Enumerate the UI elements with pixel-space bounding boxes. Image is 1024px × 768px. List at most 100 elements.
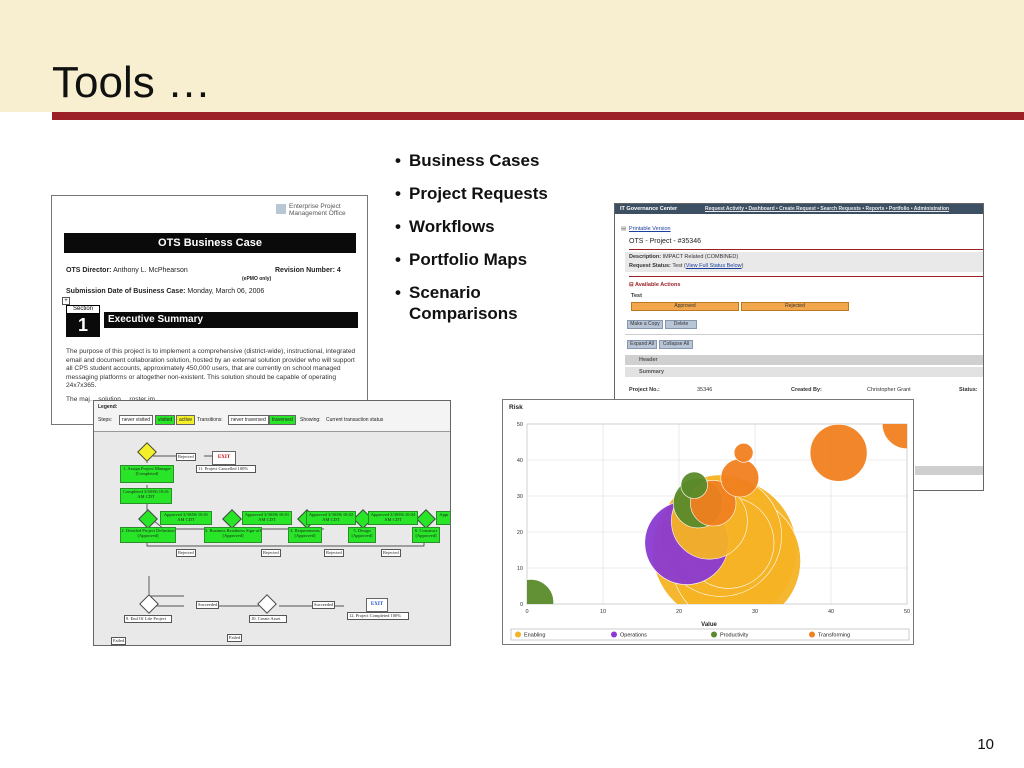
project-cancelled-node[interactable]: 11. Project Cancelled 100% xyxy=(196,465,256,473)
section-number: 1 xyxy=(77,315,88,335)
rejected-button[interactable]: Rejected xyxy=(741,302,849,311)
assign-manager-node[interactable]: 1. Assign Project Manager [Completed] xyxy=(120,465,174,483)
itg-top-links[interactable]: Request Activity • Dashboard • Create Re… xyxy=(705,206,950,212)
active-chip: active xyxy=(176,415,196,425)
created-by-label: Created By: xyxy=(791,387,822,393)
rejected-label: Rejected xyxy=(324,549,344,557)
chart-bubbles xyxy=(527,424,907,604)
bubble-point xyxy=(882,424,907,449)
summary-section-label: Summary xyxy=(639,369,665,375)
x-tick-label: 50 xyxy=(904,609,910,615)
director-label: OTS Director: xyxy=(66,267,112,274)
bubble-point xyxy=(680,471,708,499)
description-label: Description: xyxy=(629,254,662,260)
transitions-label: Transitions: xyxy=(197,417,223,423)
available-actions-label: Available Actions xyxy=(634,282,681,288)
bullet-item: Business Cases xyxy=(395,150,548,171)
header-section-bar[interactable]: Header xyxy=(625,355,983,365)
slide-title: Tools … xyxy=(52,58,211,107)
project-no-value: 35346 xyxy=(697,387,713,393)
approved-button[interactable]: Approved xyxy=(631,302,739,311)
header-section-label: Header xyxy=(639,357,658,363)
approved-node-3[interactable]: Approved 3/30/06 10:02 AM CDT xyxy=(306,511,356,525)
end-of-life-node[interactable]: 9. End Of Life Project xyxy=(124,615,172,623)
epmo-logo-text: Enterprise Project Management Office xyxy=(289,203,346,217)
exit-cancelled-icon: EXIT xyxy=(212,451,236,465)
create-asset-node[interactable]: 10. Create Asset xyxy=(249,615,287,623)
x-tick-label: 30 xyxy=(752,609,758,615)
rejected-label: Rejected xyxy=(176,549,196,557)
visited-chip: visited xyxy=(155,415,176,425)
y-axis-label: Risk xyxy=(509,404,523,411)
printable-version-link[interactable]: Printable Version xyxy=(629,226,671,232)
status-value: Test xyxy=(672,263,683,269)
make-copy-button[interactable]: Make a Copy xyxy=(627,320,663,329)
x-tick-label: 10 xyxy=(600,609,606,615)
requirements-node[interactable]: 4. Requirements [Approved] xyxy=(288,527,322,543)
y-tick-label: 10 xyxy=(517,566,523,572)
approved-node-1[interactable]: Approved 3/30/06 10:01 AM CDT xyxy=(160,511,212,525)
section-title: Executive Summary xyxy=(104,312,358,328)
section-badge: Section 1 xyxy=(66,305,100,337)
description-value: IMPACT Related (COMBINED) xyxy=(662,254,739,260)
workflow-screenshot: Legend: Steps: never visited visited act… xyxy=(93,400,451,646)
approved-node-4[interactable]: Approved 3/30/06 10:04 AM CDT xyxy=(368,511,418,525)
rejected-label: Rejected xyxy=(261,549,281,557)
construct-node[interactable]: 6. Construct [Approved] xyxy=(412,527,440,543)
legend-label: Enabling xyxy=(524,633,545,639)
expand-all-button[interactable]: Expand All xyxy=(627,340,657,349)
delete-button[interactable]: Delete xyxy=(665,320,697,329)
collapse-icon[interactable]: ⊟ xyxy=(629,282,634,288)
completed-node[interactable]: Completed 3/30/06 10:01 AM CDT xyxy=(120,488,172,504)
description-row: Description: IMPACT Related (COMBINED) xyxy=(629,254,738,260)
status2-label: Status: xyxy=(959,387,978,393)
itg-topbar: IT Governance Center Request Activity • … xyxy=(615,204,983,214)
y-tick-label: 50 xyxy=(517,422,523,428)
steps-label: Steps: xyxy=(98,417,113,423)
approved-node-5[interactable]: Appr xyxy=(436,511,450,525)
bubble-chart-svg: 0 10 20 30 40 50 0 10 20 30 40 50 Risk Value Enabli… xyxy=(509,404,910,641)
itg-heading: OTS - Project - #35346 xyxy=(629,238,701,245)
design-node[interactable]: 5. Design [Approved] xyxy=(348,527,376,543)
approved-node-2[interactable]: Approved 3/30/06 10:01 AM CDT xyxy=(242,511,292,525)
project-no-label: Project No.: xyxy=(629,387,660,393)
available-actions-title: ⊟ Available Actions xyxy=(629,282,680,288)
business-readiness-node[interactable]: 3. Business Readiness Sign-off [Approved… xyxy=(204,527,262,543)
director-row: OTS Director: Anthony L. McPhearson xyxy=(66,267,188,274)
bubble-point xyxy=(733,442,754,463)
y-tick-label: 30 xyxy=(517,494,523,500)
summary-paragraph: The purpose of this project is to implem… xyxy=(66,348,356,389)
itg-divider xyxy=(625,334,983,335)
legend-label: Operations xyxy=(620,633,647,639)
date-value: Monday, March 06, 2006 xyxy=(187,288,265,295)
title-rule xyxy=(52,112,1024,120)
status-link[interactable]: View Full Status Below xyxy=(685,263,742,269)
bullet-item: Project Requests xyxy=(395,183,548,204)
legend-swatch xyxy=(611,631,617,638)
created-by-value: Christopher Grant xyxy=(867,387,911,393)
section-label: Section xyxy=(66,305,100,314)
bubble-point xyxy=(720,458,760,498)
itg-divider xyxy=(629,276,983,277)
x-axis-label: Value xyxy=(701,622,717,628)
legend-swatch xyxy=(711,631,717,638)
summary-section-bar[interactable]: Summary xyxy=(625,367,983,377)
date-label: Submission Date of Business Case: xyxy=(66,288,186,295)
y-tick-label: 40 xyxy=(517,458,523,464)
project-completed-node[interactable]: 12. Project Completed 100% xyxy=(347,612,409,620)
collapse-all-button[interactable]: Collapse All xyxy=(659,340,693,349)
itg-app-title: IT Governance Center xyxy=(620,206,678,212)
legend-swatch xyxy=(809,631,815,638)
rejected-label: Rejected xyxy=(176,453,196,461)
detailed-definition-node[interactable]: 2. Detailed Project Definition [Approved… xyxy=(120,527,176,543)
expand-icon[interactable]: + xyxy=(62,297,70,305)
test-label: Test xyxy=(631,293,642,299)
bullet-item: Portfolio Maps xyxy=(395,249,548,270)
never-visited-chip: never visited xyxy=(119,415,154,425)
succeeded-label: Succeeded xyxy=(312,601,336,609)
business-case-screenshot: Enterprise Project Management Office OTS… xyxy=(51,195,368,425)
bullet-item: Scenario Comparisons xyxy=(395,282,539,324)
status-label: Request Status: xyxy=(629,263,671,269)
showing-label: Showing: xyxy=(300,417,321,423)
business-case-banner: OTS Business Case xyxy=(64,233,356,253)
